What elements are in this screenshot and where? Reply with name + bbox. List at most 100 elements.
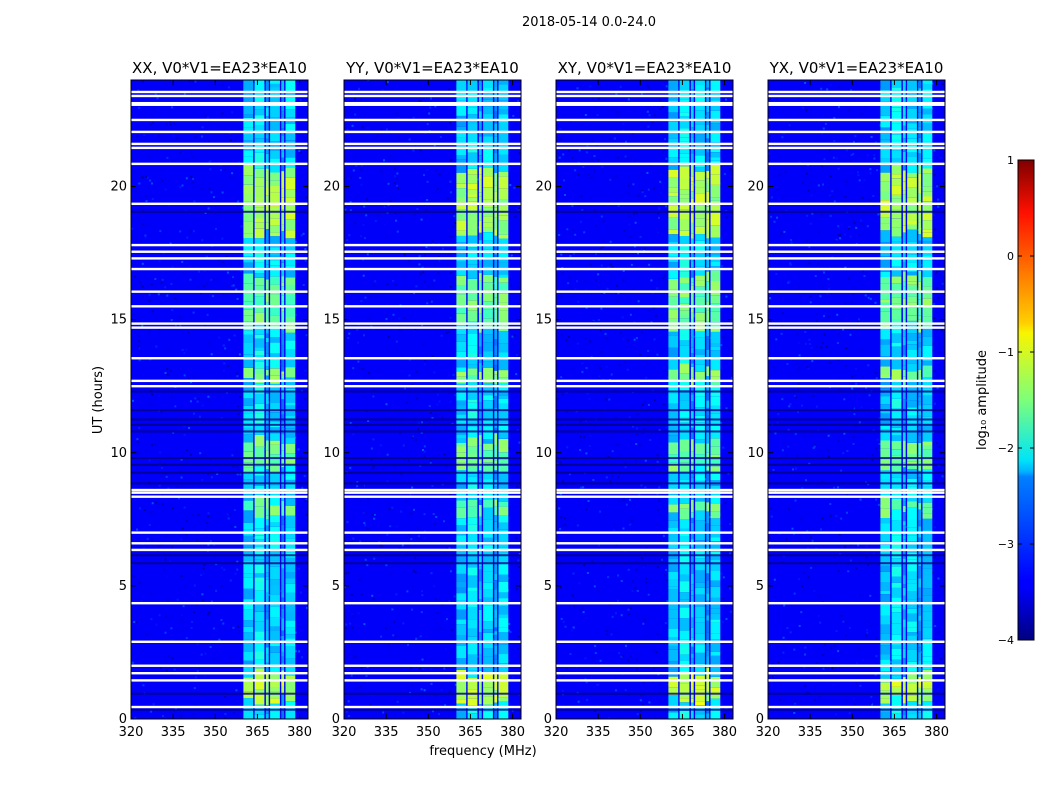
noise-pixel	[858, 318, 860, 321]
noise-pixel	[180, 534, 183, 537]
noise-pixel	[228, 176, 231, 178]
rfi-cell	[270, 130, 280, 142]
noise-pixel	[454, 604, 457, 607]
noise-pixel	[889, 594, 892, 597]
rfi-cell	[483, 490, 493, 500]
noise-pixel	[665, 426, 668, 429]
rfi-cell	[483, 216, 493, 222]
noise-pixel	[838, 86, 841, 89]
rfi-cell	[494, 123, 498, 131]
noise-pixel	[599, 334, 602, 337]
flagged-row	[131, 162, 308, 166]
noise-pixel	[385, 318, 388, 321]
noise-pixel	[181, 260, 184, 263]
noise-pixel	[423, 254, 426, 257]
noise-pixel	[920, 186, 923, 189]
rfi-cell	[243, 632, 254, 640]
rfi-cell	[679, 203, 690, 210]
dark-stripe	[131, 418, 308, 421]
noise-pixel	[394, 348, 397, 351]
noise-pixel	[466, 569, 468, 572]
noise-pixel	[171, 106, 174, 109]
noise-pixel	[171, 546, 174, 549]
noise-pixel	[346, 487, 349, 490]
noise-pixel	[253, 128, 255, 131]
noise-pixel	[600, 658, 603, 661]
noise-pixel	[481, 365, 484, 368]
noise-pixel	[180, 538, 183, 541]
rfi-cell	[243, 639, 254, 652]
noise-pixel	[770, 515, 773, 518]
noise-pixel	[360, 686, 363, 689]
rfi-cell	[265, 121, 269, 134]
noise-pixel	[136, 134, 139, 137]
noise-pixel	[647, 188, 650, 191]
noise-pixel	[837, 486, 839, 489]
rfi-cell	[679, 357, 690, 364]
dark-stripe	[556, 210, 733, 213]
noise-pixel	[638, 443, 641, 446]
rfi-cell	[710, 533, 721, 538]
rfi-cell	[281, 257, 285, 263]
noise-pixel	[298, 650, 301, 653]
noise-pixel	[585, 617, 588, 620]
flagged-row	[131, 305, 308, 308]
noise-pixel	[189, 230, 192, 233]
rfi-cell	[456, 359, 467, 368]
rfi-cell	[281, 295, 285, 302]
rfi-cell	[498, 483, 509, 494]
noise-pixel	[596, 114, 599, 117]
noise-pixel	[397, 187, 400, 190]
rfi-cell	[478, 671, 482, 682]
noise-pixel	[625, 644, 627, 647]
flagged-row	[344, 495, 521, 498]
rfi-cell	[668, 542, 679, 549]
rfi-cell	[498, 399, 509, 404]
noise-pixel	[597, 273, 600, 276]
noise-pixel	[666, 600, 669, 603]
noise-pixel	[419, 635, 422, 638]
noise-pixel	[363, 522, 366, 525]
noise-pixel	[185, 637, 188, 639]
noise-pixel	[294, 650, 297, 653]
rfi-cell	[710, 497, 721, 504]
noise-pixel	[171, 639, 174, 642]
noise-pixel	[634, 159, 637, 162]
noise-pixel	[199, 292, 202, 295]
noise-pixel	[169, 213, 172, 216]
rfi-cell	[467, 215, 478, 225]
noise-pixel	[398, 317, 401, 320]
noise-pixel	[663, 574, 666, 576]
rfi-cell	[706, 206, 710, 214]
noise-pixel	[146, 537, 149, 540]
noise-pixel	[572, 354, 575, 356]
noise-pixel	[428, 286, 431, 289]
rfi-cell	[478, 555, 482, 567]
noise-pixel	[793, 358, 796, 361]
noise-pixel	[517, 419, 519, 422]
noise-pixel	[664, 138, 667, 141]
noise-pixel	[136, 630, 139, 632]
noise-pixel	[648, 263, 651, 266]
rfi-cell	[456, 693, 467, 700]
noise-pixel	[176, 598, 179, 601]
noise-pixel	[508, 622, 511, 625]
noise-pixel	[771, 663, 774, 666]
rfi-cell	[483, 257, 493, 267]
noise-pixel	[138, 281, 141, 284]
rfi-cell	[254, 250, 265, 263]
rfi-cell	[456, 556, 467, 565]
noise-pixel	[798, 422, 800, 425]
rfi-cell	[494, 627, 498, 632]
flagged-row	[556, 672, 733, 675]
noise-pixel	[363, 395, 366, 398]
noise-pixel	[631, 590, 634, 593]
rfi-cell	[494, 506, 498, 516]
flagged-row	[131, 491, 308, 494]
rfi-cell	[679, 532, 690, 537]
rfi-cell	[710, 164, 721, 175]
rfi-cell	[478, 91, 482, 98]
noise-pixel	[225, 391, 228, 394]
noise-pixel	[425, 246, 428, 249]
rfi-cell	[668, 95, 679, 101]
